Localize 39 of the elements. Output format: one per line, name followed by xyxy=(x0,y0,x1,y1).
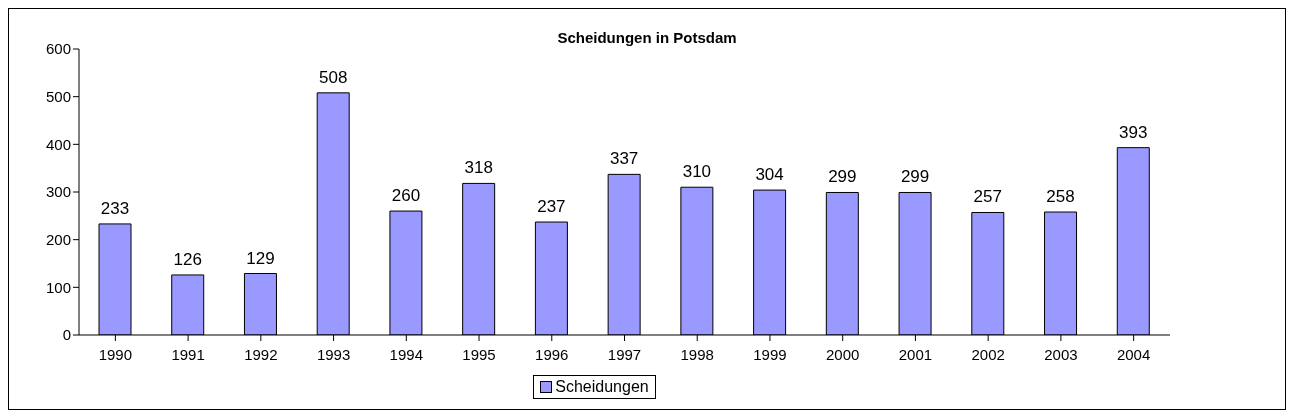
x-tick-label: 2003 xyxy=(1044,345,1078,363)
data-label: 129 xyxy=(246,248,275,268)
x-tick-label: 1996 xyxy=(535,345,569,363)
data-label: 126 xyxy=(173,249,202,269)
data-label: 508 xyxy=(319,67,348,87)
data-label: 237 xyxy=(537,197,566,217)
x-tick-label: 1992 xyxy=(244,345,278,363)
data-label: 318 xyxy=(464,158,493,178)
data-label: 337 xyxy=(609,149,639,169)
data-label: 257 xyxy=(973,187,1002,207)
y-tick-label: 600 xyxy=(45,40,71,58)
y-tick-label: 0 xyxy=(62,326,71,344)
x-tick-label: 2001 xyxy=(898,345,933,363)
legend-label: Scheidungen xyxy=(555,378,649,396)
data-label: 233 xyxy=(100,198,130,218)
y-tick-label: 500 xyxy=(45,87,71,105)
data-label: 258 xyxy=(1046,187,1075,207)
x-tick-label: 1991 xyxy=(171,345,205,363)
x-tick-label: 1997 xyxy=(607,345,642,363)
x-tick-label: 1994 xyxy=(389,345,423,363)
data-label: 299 xyxy=(828,167,857,187)
x-tick-label: 1995 xyxy=(462,345,496,363)
data-label: 260 xyxy=(391,186,421,206)
x-tick-label: 1993 xyxy=(316,345,351,363)
x-tick-label: 1998 xyxy=(680,345,714,363)
y-tick-label: 100 xyxy=(45,278,71,296)
data-label: 393 xyxy=(1119,122,1148,142)
chart-title: Scheidungen in Potsdam xyxy=(557,29,737,46)
y-tick-label: 400 xyxy=(45,135,71,153)
data-label: 310 xyxy=(682,162,712,182)
y-tick-label: 300 xyxy=(45,183,71,201)
data-label: 304 xyxy=(755,165,784,185)
x-tick-label: 2000 xyxy=(826,345,860,363)
x-tick-label: 2002 xyxy=(971,345,1005,363)
x-tick-label: 1999 xyxy=(753,345,787,363)
y-tick-label: 200 xyxy=(45,230,71,248)
x-tick-label: 1990 xyxy=(98,345,133,363)
x-tick-label: 2004 xyxy=(1116,345,1151,363)
data-label: 299 xyxy=(900,167,930,187)
